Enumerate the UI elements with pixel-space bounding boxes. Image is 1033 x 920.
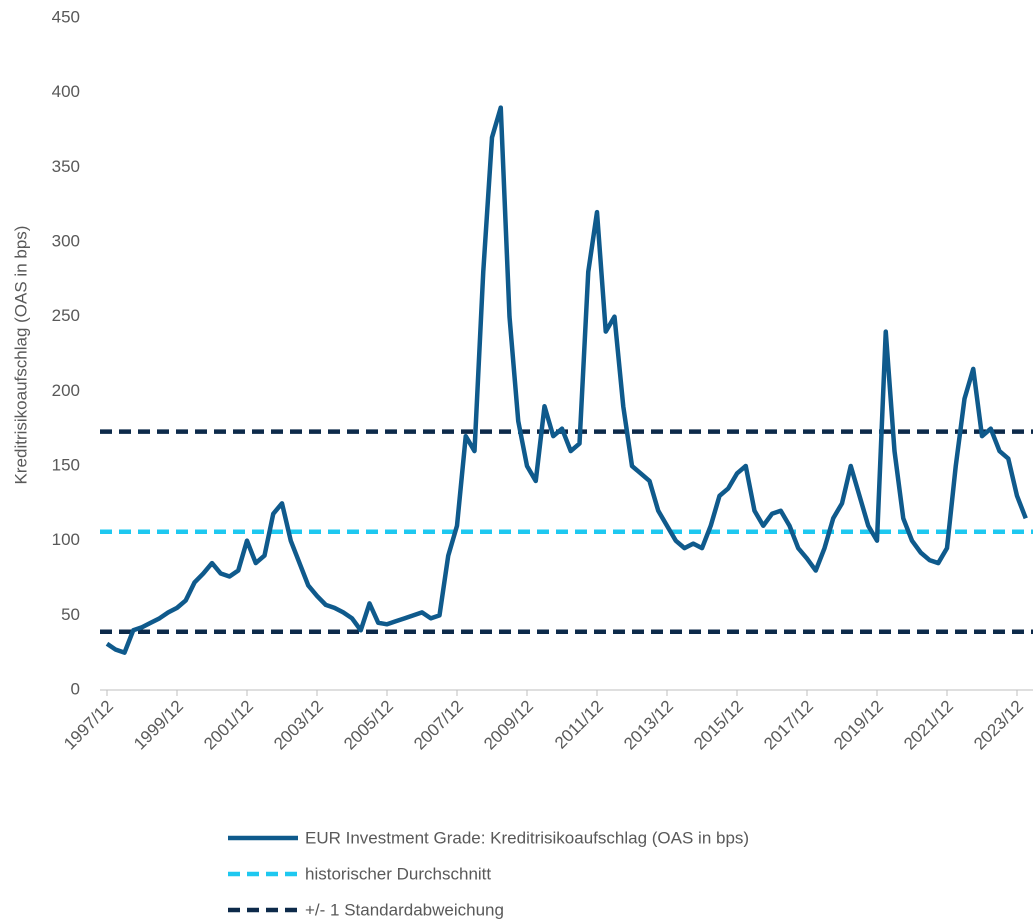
legend-label: EUR Investment Grade: Kreditrisikoaufsch… bbox=[305, 828, 749, 847]
x-tick-label: 2019/12 bbox=[830, 697, 887, 754]
x-tick-label: 1999/12 bbox=[130, 697, 187, 754]
x-tick-label: 2015/12 bbox=[690, 697, 747, 754]
data-line bbox=[105, 105, 1028, 655]
y-tick-label: 300 bbox=[52, 231, 80, 250]
y-tick-label: 100 bbox=[52, 530, 80, 549]
y-tick-label: 50 bbox=[61, 605, 80, 624]
legend-label: historischer Durchschnitt bbox=[305, 864, 491, 883]
y-tick-label: 250 bbox=[52, 306, 80, 325]
x-tick-label: 2013/12 bbox=[620, 697, 677, 754]
y-tick-label: 450 bbox=[52, 7, 80, 26]
x-tick-label: 2005/12 bbox=[340, 697, 397, 754]
y-tick-label: 200 bbox=[52, 381, 80, 400]
y-axis-title: Kreditrisikoaufschlag (OAS in bps) bbox=[11, 226, 30, 485]
x-tick-label: 2011/12 bbox=[551, 697, 607, 753]
x-tick-label: 2021/12 bbox=[900, 697, 957, 754]
x-tick-label: 2023/12 bbox=[970, 697, 1027, 754]
x-tick-label: 2009/12 bbox=[480, 697, 537, 754]
y-tick-label: 400 bbox=[52, 82, 80, 101]
y-tick-label: 150 bbox=[52, 455, 80, 474]
x-tick-label: 2003/12 bbox=[270, 697, 327, 754]
x-tick-label: 2001/12 bbox=[200, 697, 257, 754]
y-tick-label: 0 bbox=[71, 679, 80, 698]
y-tick-label: 350 bbox=[52, 157, 80, 176]
x-tick-label: 1997/12 bbox=[60, 697, 117, 754]
legend-label: +/- 1 Standardabweichung bbox=[305, 900, 504, 919]
x-tick-label: 2017/12 bbox=[760, 697, 817, 754]
x-tick-label: 2007/12 bbox=[410, 697, 467, 754]
